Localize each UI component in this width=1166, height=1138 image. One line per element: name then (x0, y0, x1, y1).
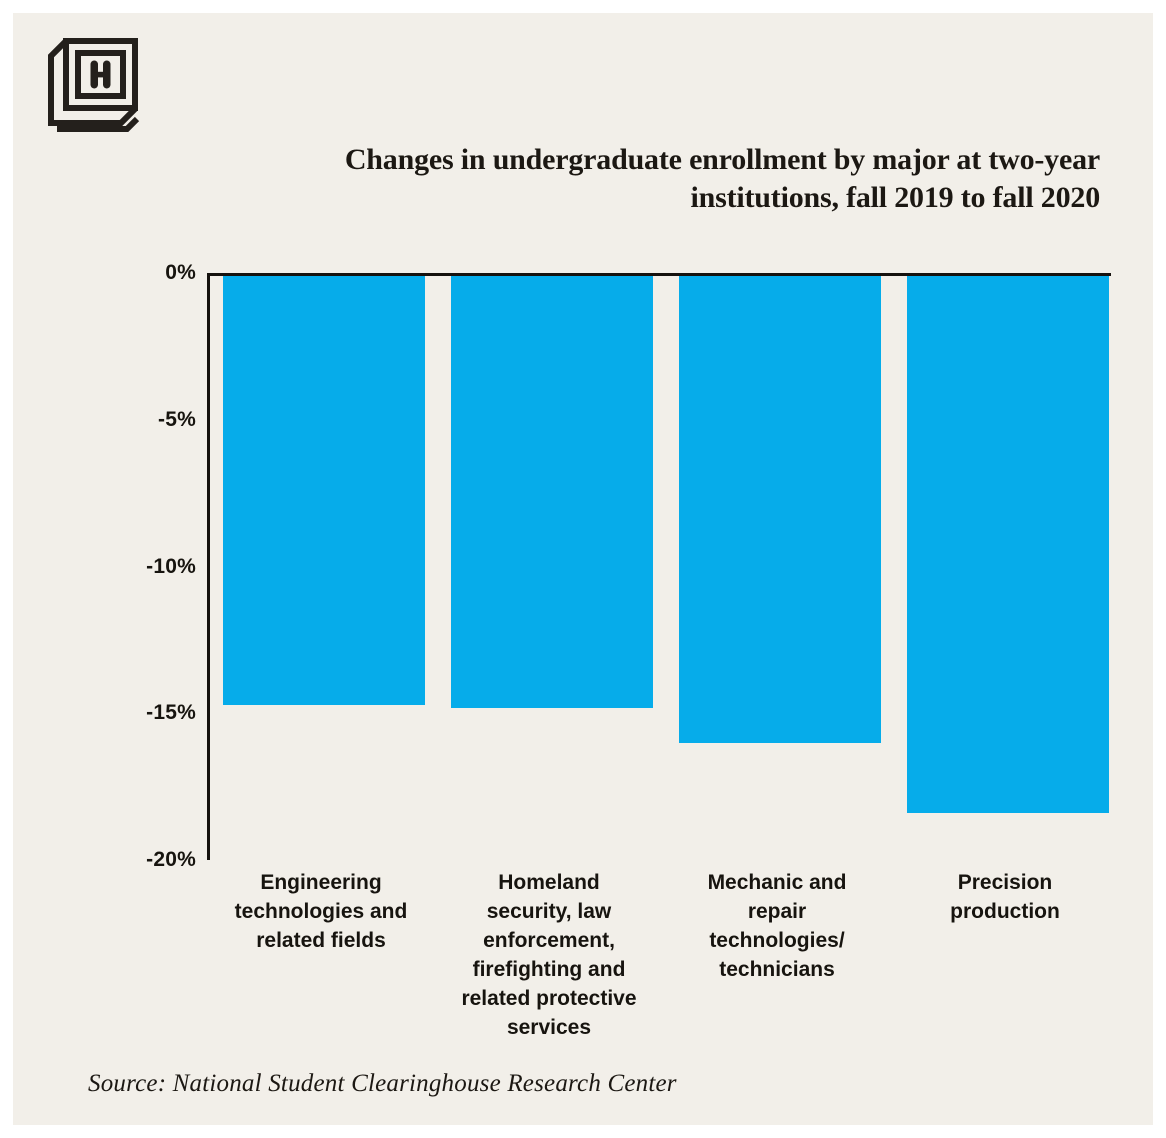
source-note: Source: National Student Clearinghouse R… (88, 1070, 677, 1097)
chart-title: Changes in undergraduate enrollment by m… (344, 143, 1100, 214)
logo-outer-frame (63, 38, 138, 111)
category-label-1: Engineering technologies and related fie… (234, 871, 408, 952)
y-tick-label: -15% (146, 701, 196, 725)
y-tick-label: -20% (146, 848, 196, 871)
logo-inner-frame (75, 50, 126, 99)
category-label-2: Homeland security, law enforcement, fire… (461, 871, 637, 1039)
bar-3 (679, 276, 881, 744)
y-tick-label: -5% (158, 407, 196, 431)
logo-spine-and-page (48, 38, 138, 126)
bar-4 (907, 276, 1109, 814)
bars-container (210, 276, 1111, 860)
category-label-3: Mechanic and repair technologies/ techni… (707, 871, 847, 981)
bar-2 (451, 276, 653, 709)
x-axis-category-labels: Engineering technologies and related fie… (207, 868, 1111, 1042)
y-tick-label: 0% (165, 261, 196, 284)
bar-1 (223, 276, 425, 706)
logo-letter-h (90, 60, 111, 89)
plot-area (207, 273, 1111, 860)
hechinger-report-logo-icon (48, 38, 140, 132)
chart-panel-background: Changes in undergraduate enrollment by m… (13, 13, 1153, 1125)
category-label-4: Precision production (950, 871, 1060, 923)
y-axis-tick-labels: 0% -5% -10% -15% -20% (13, 261, 196, 871)
logo-second-page (57, 116, 140, 132)
y-tick-label: -10% (146, 554, 196, 578)
